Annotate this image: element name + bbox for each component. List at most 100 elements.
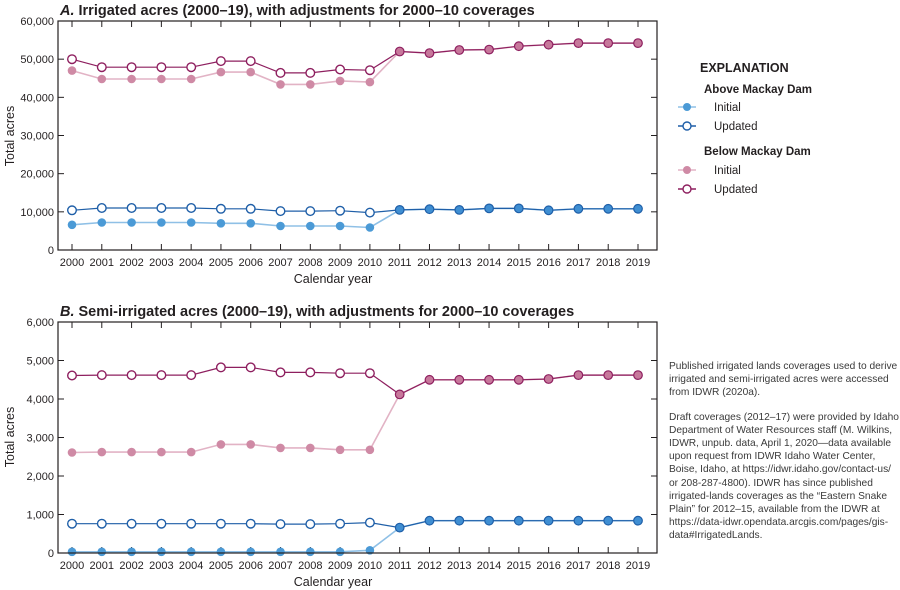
chart-b-x-axis-label: Calendar year bbox=[294, 575, 373, 589]
data-point-below-initial-2005 bbox=[216, 67, 226, 77]
chart-a-y-axis-label: Total acres bbox=[3, 106, 17, 166]
data-point-below-initial-2006 bbox=[246, 440, 255, 449]
data-point-above-updated-2019 bbox=[633, 203, 643, 214]
data-point-above-updated-2016 bbox=[543, 205, 554, 216]
chart-panel-a: A. Irrigated acres (2000–19), with adjust… bbox=[3, 3, 658, 286]
data-point-below-initial-2004 bbox=[186, 74, 196, 84]
chart-a-y-tick-label: 50,000 bbox=[20, 54, 54, 66]
data-point-above-updated-2010 bbox=[364, 207, 375, 218]
data-point-above-updated-2010 bbox=[364, 517, 375, 528]
chart-b-title-text: Semi-irrigated acres (2000–19), with adj… bbox=[79, 304, 575, 320]
chart-b-x-tick-label: 2005 bbox=[209, 560, 233, 572]
chart-a-x-tick-label: 2009 bbox=[328, 257, 352, 269]
chart-b-x-tick-label: 2007 bbox=[268, 560, 292, 572]
data-point-above-updated-2013 bbox=[454, 515, 465, 526]
chart-a-x-tick-label: 2006 bbox=[238, 257, 262, 269]
data-point-above-initial-2003 bbox=[157, 547, 166, 557]
chart-a-series-markers bbox=[66, 38, 643, 232]
data-point-below-initial-2002 bbox=[127, 74, 136, 84]
data-point-above-updated-2005 bbox=[215, 203, 226, 214]
chart-b-x-tick-label: 2014 bbox=[477, 560, 501, 572]
data-point-below-initial-2000 bbox=[67, 448, 77, 457]
data-point-below-initial-2010 bbox=[365, 77, 375, 87]
chart-b-x-tick-label: 2008 bbox=[298, 560, 322, 572]
chart-a-series-lines bbox=[71, 42, 638, 229]
chart-a-title: A. Irrigated acres (2000–19), with adjust… bbox=[59, 3, 535, 19]
data-point-above-initial-2001 bbox=[97, 547, 107, 557]
chart-a-x-tick-label: 2010 bbox=[358, 257, 382, 269]
chart-a-x-axis-label: Calendar year bbox=[294, 272, 373, 286]
chart-a-x-tick-label: 2004 bbox=[179, 257, 203, 269]
chart-b-title-prefix: B. bbox=[60, 304, 75, 320]
chart-a-x-tick-label: 2001 bbox=[90, 257, 114, 269]
chart-b-x-tick-label: 2013 bbox=[447, 560, 471, 572]
data-point-below-initial-2006 bbox=[246, 67, 255, 77]
chart-b-y-axis-label: Total acres bbox=[3, 407, 17, 467]
data-point-above-initial-2005 bbox=[216, 547, 226, 557]
data-point-above-updated-2005 bbox=[215, 518, 226, 529]
data-point-below-updated-2008 bbox=[305, 67, 316, 78]
chart-a-y-tick-label: 30,000 bbox=[20, 131, 54, 143]
legend-below-initial-marker-icon bbox=[683, 166, 691, 174]
data-point-above-updated-2007 bbox=[275, 519, 286, 530]
chart-a-x-tick-label: 2007 bbox=[268, 257, 292, 269]
data-point-above-updated-2011 bbox=[394, 204, 405, 215]
data-point-below-updated-2011 bbox=[394, 46, 405, 57]
data-point-below-updated-2003 bbox=[156, 62, 167, 73]
legend-below-updated-marker-icon bbox=[682, 184, 692, 194]
data-point-below-updated-2001 bbox=[96, 62, 107, 73]
data-point-above-initial-2008 bbox=[306, 547, 315, 557]
data-point-above-updated-2012 bbox=[424, 515, 435, 526]
chart-b-y-ticks: 0 1,000 2,000 3,000 4,000 5,000 6,000 bbox=[26, 317, 657, 560]
data-point-above-updated-2007 bbox=[275, 206, 286, 217]
data-point-above-updated-2002 bbox=[126, 202, 137, 213]
data-point-above-updated-2011 bbox=[394, 522, 405, 533]
data-point-below-updated-2015 bbox=[513, 374, 524, 385]
data-point-below-updated-2014 bbox=[484, 44, 495, 55]
chart-a-x-tick-label: 2003 bbox=[149, 257, 173, 269]
data-point-below-updated-2018 bbox=[603, 370, 614, 381]
chart-b-x-tick-label: 2016 bbox=[536, 560, 560, 572]
data-point-below-initial-2003 bbox=[157, 74, 166, 84]
data-point-below-initial-2003 bbox=[157, 447, 166, 457]
data-point-below-updated-2013 bbox=[454, 374, 465, 385]
data-point-below-updated-2008 bbox=[305, 367, 316, 378]
data-point-above-updated-2013 bbox=[454, 204, 465, 215]
chart-a-y-tick-label: 40,000 bbox=[20, 92, 54, 104]
chart-b-x-tick-label: 2003 bbox=[149, 560, 173, 572]
data-point-above-initial-2010 bbox=[365, 223, 375, 232]
chart-b-y-tick-label: 2,000 bbox=[26, 471, 54, 483]
data-point-below-initial-2002 bbox=[127, 447, 136, 457]
data-point-above-updated-2019 bbox=[633, 515, 643, 526]
data-point-below-initial-2004 bbox=[186, 447, 196, 457]
data-point-above-updated-2014 bbox=[484, 515, 495, 526]
chart-b-title: B. Semi-irrigated acres (2000–19), with a… bbox=[60, 304, 574, 320]
data-point-above-updated-2009 bbox=[335, 518, 346, 529]
data-point-below-initial-2001 bbox=[97, 74, 107, 84]
data-point-below-updated-2010 bbox=[364, 368, 375, 379]
data-point-above-updated-2016 bbox=[543, 515, 554, 526]
data-point-below-updated-2001 bbox=[96, 370, 107, 381]
chart-a-x-tick-label: 2002 bbox=[119, 257, 143, 269]
legend-item-below-updated: Updated bbox=[678, 184, 757, 196]
data-point-below-initial-2001 bbox=[97, 447, 107, 457]
data-point-below-updated-2011 bbox=[394, 389, 405, 400]
chart-b-x-tick-label: 2012 bbox=[417, 560, 441, 572]
data-point-above-initial-2006 bbox=[246, 547, 255, 557]
data-point-above-updated-2017 bbox=[573, 515, 584, 526]
data-point-above-initial-2000 bbox=[67, 220, 77, 230]
data-point-above-initial-2007 bbox=[276, 547, 285, 557]
data-point-below-initial-2008 bbox=[306, 80, 315, 89]
chart-panel-b: B. Semi-irrigated acres (2000–19), with a… bbox=[3, 304, 658, 589]
data-point-below-initial-2005 bbox=[216, 440, 226, 449]
data-point-below-initial-2007 bbox=[276, 80, 285, 89]
series-line-below-initial bbox=[71, 42, 638, 86]
chart-a-x-tick-label: 2011 bbox=[388, 257, 412, 269]
data-point-above-updated-2001 bbox=[96, 202, 107, 213]
chart-b-x-tick-label: 2009 bbox=[328, 560, 352, 572]
data-point-below-updated-2002 bbox=[126, 62, 137, 73]
data-point-below-updated-2003 bbox=[156, 370, 167, 381]
data-point-above-initial-2001 bbox=[97, 218, 107, 227]
chart-a-x-tick-label: 2016 bbox=[536, 257, 560, 269]
chart-a-x-tick-label: 2013 bbox=[447, 257, 471, 269]
